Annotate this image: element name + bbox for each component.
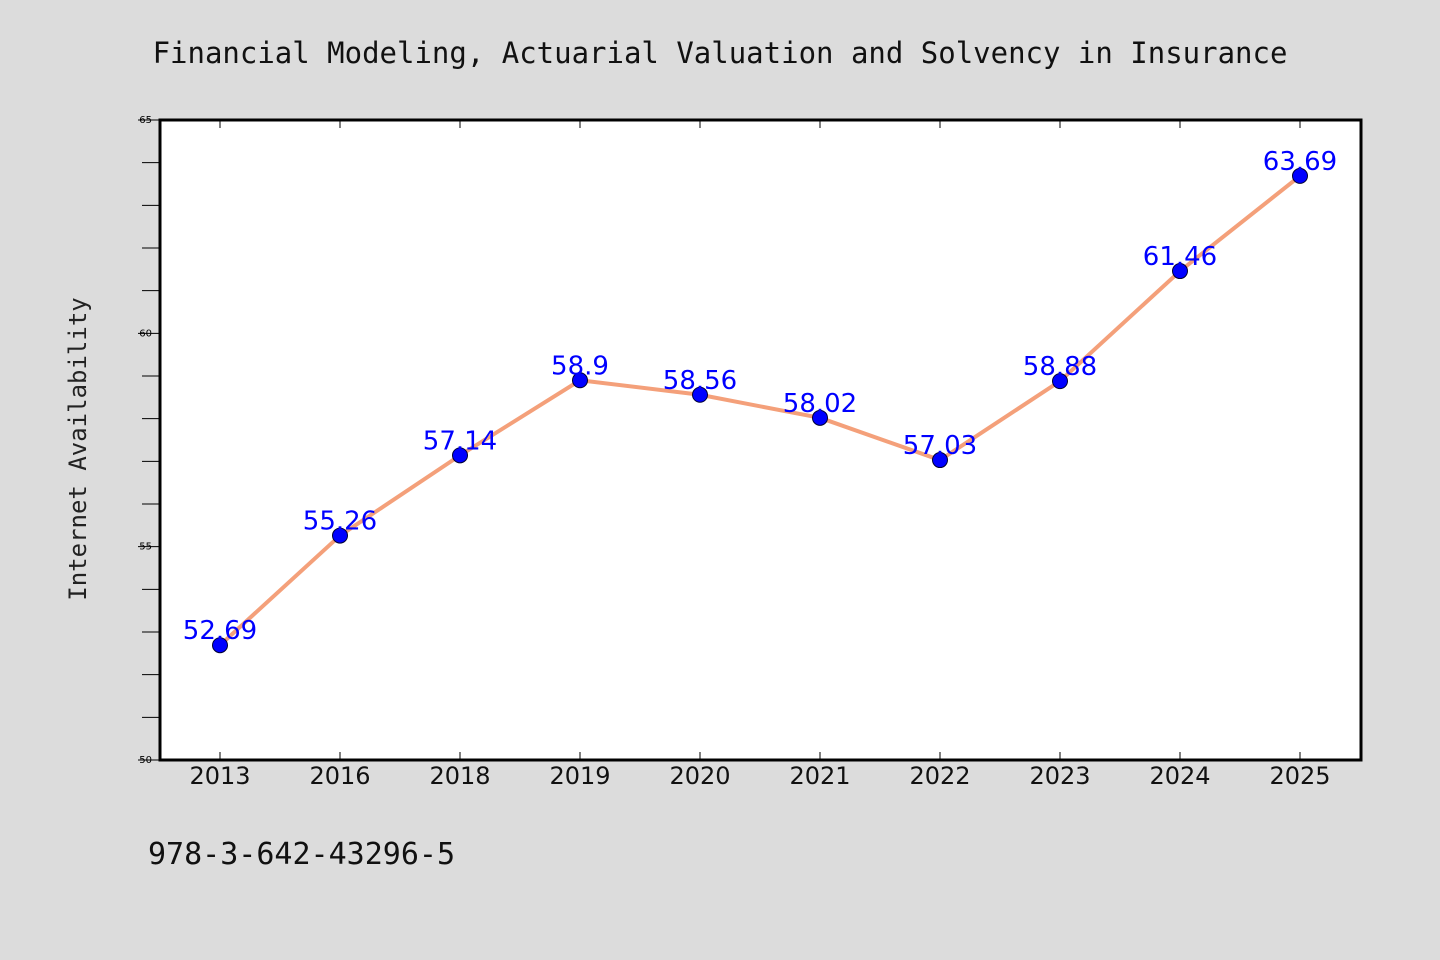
- x-tick-label: 2025: [1269, 762, 1330, 790]
- data-point: [932, 452, 948, 469]
- y-tick-label: 50: [139, 755, 152, 766]
- data-label: 58.56: [663, 366, 737, 396]
- data-points: [212, 167, 1308, 654]
- x-tick-label: 2020: [669, 762, 730, 790]
- y-tick-label: 60: [139, 328, 152, 339]
- data-label: 58.02: [783, 389, 857, 419]
- series-line-group: [218, 173, 1302, 648]
- chart-title: Financial Modeling, Actuarial Valuation …: [153, 36, 1288, 70]
- x-tick-label: 2023: [1029, 762, 1090, 790]
- isbn-text: 978-3-642-43296-5: [148, 837, 455, 872]
- data-label: 58.9: [551, 351, 609, 381]
- x-tick-label: 2021: [789, 762, 850, 790]
- data-point: [812, 409, 828, 426]
- plot-area: [160, 120, 1361, 760]
- data-point: [452, 447, 468, 464]
- data-point: [212, 637, 228, 654]
- data-label: 52.69: [183, 616, 257, 646]
- x-tick-label: 2019: [549, 762, 610, 790]
- data-labels: 52.69 55.26 57.14 58.9 58.56 58.02 57.03 58.88 6…: [183, 147, 1337, 646]
- x-tick-label: 2018: [429, 762, 490, 790]
- x-tick-label: 2016: [309, 762, 370, 790]
- y-tick-label: 65: [139, 115, 152, 126]
- data-point: [692, 386, 708, 403]
- data-point: [1292, 167, 1308, 184]
- data-point: [332, 527, 348, 544]
- data-label: 61.46: [1143, 242, 1217, 272]
- axis-ticks: 50 55 60 65 2013 2016 2018 2019 2020 2021 2022 2023…: [138, 115, 1331, 790]
- data-point: [572, 372, 588, 389]
- series-line: [218, 173, 1302, 648]
- y-axis-label: Internet Availability: [64, 297, 92, 600]
- plot-frame: [158, 118, 1363, 762]
- data-label: 57.14: [423, 426, 497, 456]
- data-label: 58.88: [1023, 352, 1097, 382]
- y-tick-label: 55: [139, 542, 152, 553]
- data-point: [1052, 373, 1068, 390]
- data-point: [1172, 263, 1188, 280]
- data-label: 57.03: [903, 431, 977, 461]
- data-label: 55.26: [303, 507, 377, 537]
- data-label: 63.69: [1263, 147, 1337, 177]
- x-tick-label: 2024: [1149, 762, 1210, 790]
- x-tick-label: 2013: [189, 762, 250, 790]
- x-tick-label: 2022: [909, 762, 970, 790]
